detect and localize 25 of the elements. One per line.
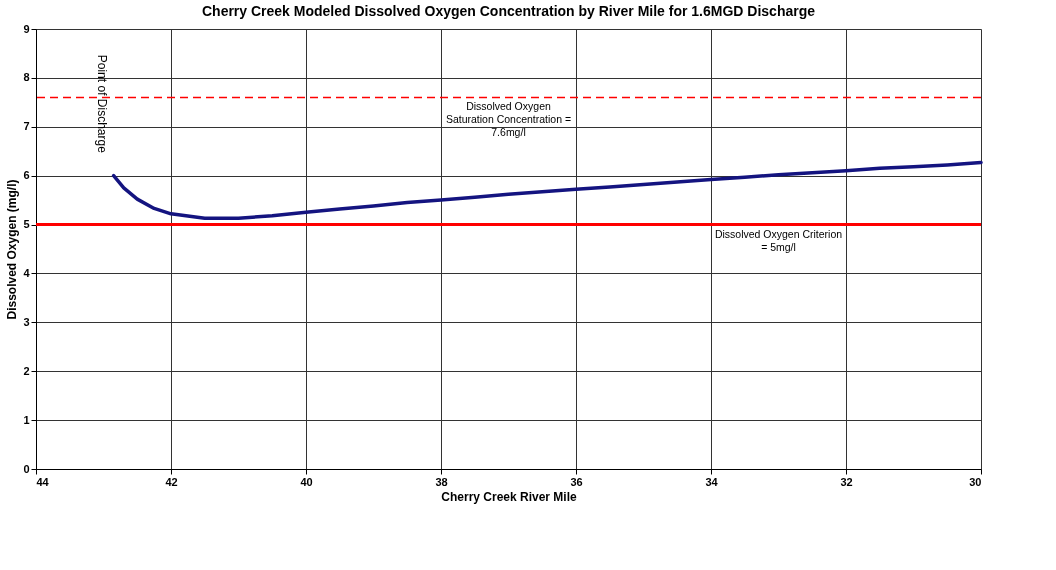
x-tick-label: 42 bbox=[165, 475, 178, 488]
y-tick-label: 3 bbox=[23, 315, 30, 328]
x-tick-label: 38 bbox=[435, 475, 448, 488]
x-tick-label: 40 bbox=[300, 475, 313, 488]
y-tick-label: 4 bbox=[23, 266, 31, 279]
y-tick-label: 9 bbox=[23, 22, 30, 35]
y-tick-label: 1 bbox=[23, 413, 30, 426]
x-tick-label: 36 bbox=[570, 475, 583, 488]
x-axis-title: Cherry Creek River Mile bbox=[441, 489, 578, 504]
chart-title: Cherry Creek Modeled Dissolved Oxygen Concentration by River Mile for 1.6MGD Discharge bbox=[201, 3, 816, 19]
ref-line-label: Dissolved Oxygen Criterion = 5mg/l bbox=[714, 227, 843, 253]
y-tick-label: 2 bbox=[23, 364, 30, 377]
ref-line-label: Dissolved Oxygen Saturation Concentration = 7.6mg/l bbox=[445, 100, 572, 139]
x-tick-label: 34 bbox=[705, 475, 719, 488]
annotation: Point of Discharge bbox=[95, 54, 110, 154]
x-tick-label: 30 bbox=[969, 475, 982, 488]
y-tick-label: 8 bbox=[23, 71, 30, 84]
y-tick-label: 7 bbox=[23, 120, 30, 133]
y-axis-title: Dissolved Oxygen (mg/l) bbox=[5, 179, 20, 320]
y-tick-label: 0 bbox=[23, 462, 30, 475]
y-tick-label: 5 bbox=[23, 218, 30, 231]
x-tick-label: 44 bbox=[36, 475, 50, 488]
y-tick-label: 6 bbox=[23, 169, 30, 182]
line-series bbox=[111, 160, 983, 220]
x-tick-label: 32 bbox=[840, 475, 853, 488]
